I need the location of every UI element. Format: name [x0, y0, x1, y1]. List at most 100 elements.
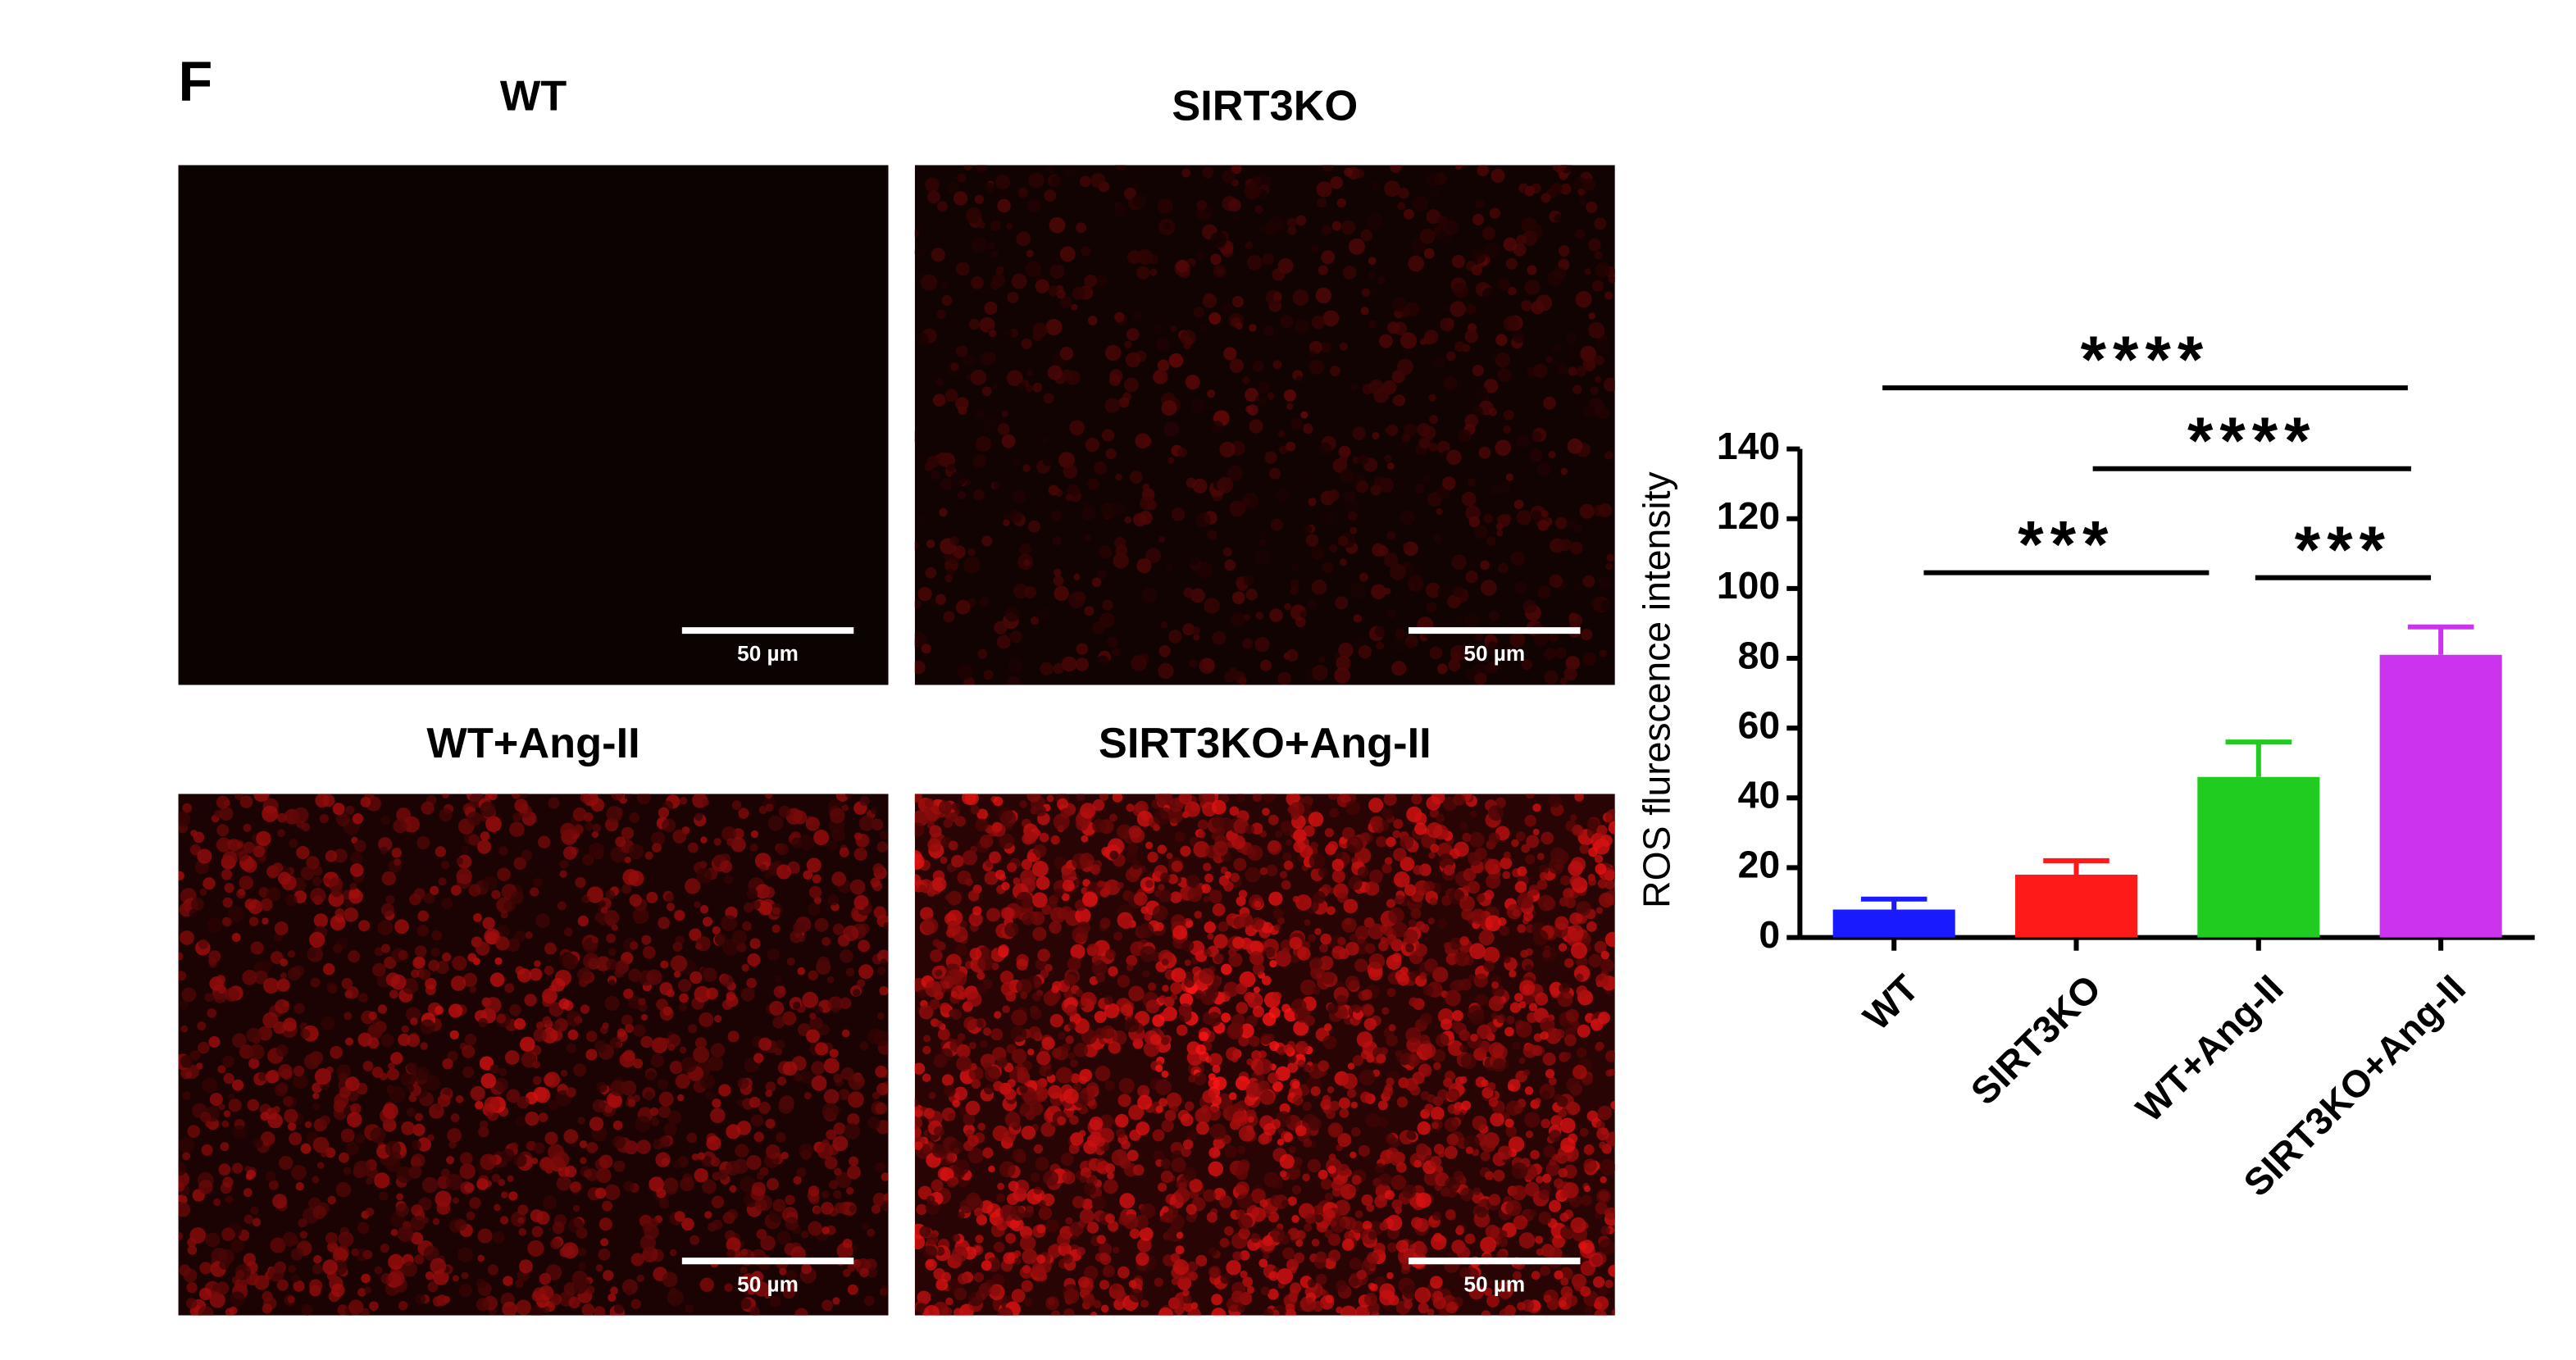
cell: [1470, 1033, 1478, 1042]
cell: [398, 1033, 411, 1047]
cell: [1489, 610, 1500, 621]
cell: [613, 1303, 625, 1314]
cell: [1009, 1217, 1024, 1232]
cell: [432, 1296, 444, 1307]
cell: [781, 1151, 789, 1160]
cell: [1477, 165, 1489, 177]
cell: [1548, 794, 1562, 807]
cell: [786, 957, 795, 967]
cell: [1503, 316, 1520, 332]
cell: [1350, 1101, 1358, 1109]
cell: [217, 985, 226, 994]
cell: [847, 1263, 856, 1272]
cell: [1117, 1094, 1131, 1108]
cell: [511, 794, 521, 799]
cell: [832, 1297, 840, 1305]
cell: [1229, 358, 1245, 373]
cell: [1239, 1023, 1254, 1039]
cell: [1059, 347, 1074, 361]
cell: [1246, 1058, 1254, 1066]
cell: [293, 1065, 305, 1077]
cell: [629, 894, 642, 907]
cell: [1386, 898, 1396, 908]
cell: [1062, 1043, 1071, 1053]
cell: [965, 878, 973, 886]
cell: [1433, 356, 1445, 368]
cell: [749, 844, 758, 853]
cell: [1508, 1136, 1525, 1153]
cell: [1226, 1259, 1241, 1276]
cell: [414, 956, 426, 968]
cell: [1567, 438, 1583, 454]
cell: [1174, 831, 1186, 843]
cell: [1481, 288, 1495, 301]
cell: [1370, 816, 1383, 830]
cell: [1594, 251, 1603, 260]
cell: [1339, 342, 1348, 351]
cell: [1012, 1148, 1026, 1162]
cell: [585, 1048, 598, 1061]
cell: [1096, 1235, 1106, 1244]
cell: [630, 1253, 644, 1267]
cell: [1403, 208, 1414, 220]
cell: [1305, 1297, 1313, 1305]
cell: [1115, 1113, 1129, 1128]
cell: [1045, 1068, 1054, 1077]
cell: [1442, 476, 1456, 490]
cell: [1454, 616, 1462, 624]
cell: [1290, 998, 1307, 1015]
cell: [727, 1030, 740, 1043]
cell: [808, 1221, 823, 1236]
cell: [1340, 468, 1354, 484]
cell: [1380, 936, 1387, 944]
cell: [1282, 1247, 1295, 1260]
cell: [723, 875, 734, 885]
cell: [270, 1237, 286, 1253]
cell: [614, 968, 625, 978]
cell: [649, 1107, 659, 1117]
cell: [462, 1044, 476, 1058]
cell: [1231, 835, 1246, 850]
cell: [1189, 1178, 1203, 1193]
cell: [750, 830, 759, 839]
cell: [957, 491, 966, 500]
cell: [1247, 404, 1258, 416]
cell: [1222, 1135, 1231, 1144]
cell: [1503, 955, 1511, 963]
cell: [1517, 924, 1527, 934]
cell: [1341, 1073, 1358, 1089]
cell: [1559, 1299, 1567, 1308]
cell: [1426, 602, 1437, 613]
cell: [1208, 1073, 1216, 1080]
cell: [179, 999, 189, 1010]
cell: [821, 1190, 830, 1199]
cell: [1082, 891, 1098, 907]
cell: [1213, 1137, 1226, 1150]
cell: [1061, 893, 1070, 902]
cell: [295, 1181, 304, 1191]
cell: [590, 798, 605, 812]
cell: [564, 1165, 577, 1178]
cell: [208, 1035, 221, 1048]
cell: [1507, 1079, 1521, 1092]
cell: [1069, 420, 1085, 436]
cell: [600, 907, 608, 914]
cell: [1360, 1091, 1372, 1103]
cell: [212, 1284, 220, 1292]
cell: [603, 1103, 613, 1113]
cell: [1232, 936, 1245, 949]
cell: [1022, 832, 1034, 845]
cell: [303, 1053, 321, 1070]
cell: [266, 887, 281, 902]
cell: [666, 989, 675, 998]
cell: [1397, 202, 1406, 211]
cell: [586, 1142, 598, 1153]
cell: [821, 1202, 834, 1215]
cell: [498, 1067, 507, 1076]
cell: [309, 931, 325, 948]
cell: [588, 842, 604, 859]
cell: [1277, 1139, 1285, 1146]
cell: [506, 938, 521, 953]
cell: [223, 1072, 234, 1085]
cell: [498, 846, 508, 856]
